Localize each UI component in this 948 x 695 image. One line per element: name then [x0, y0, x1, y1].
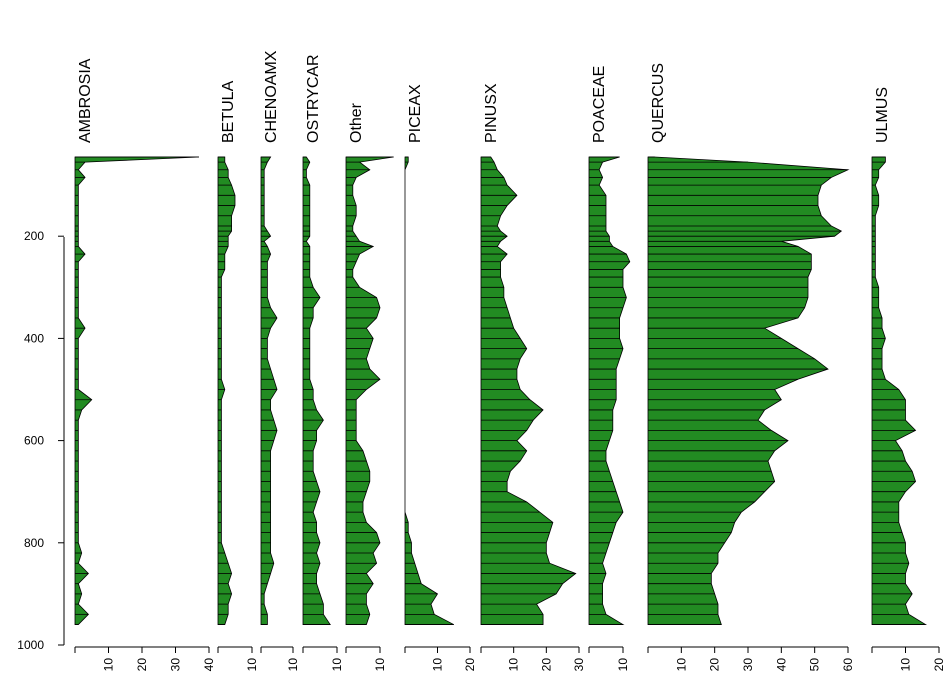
taxon-area	[302, 156, 331, 625]
panel-other: Other 10	[345, 102, 394, 672]
depth-tick-label: 200	[24, 229, 44, 243]
panel-ulmus: ULMUS 10 20	[871, 87, 946, 672]
x-tick-label: 20	[708, 658, 722, 672]
x-tick-label: 10	[330, 658, 344, 672]
x-tick-label: 10	[102, 658, 116, 672]
depth-axis: 200 400 600 800 1000	[17, 229, 65, 652]
depth-tick-label: 800	[24, 536, 44, 550]
panel-pinusx: PINUSX 10 20 30	[480, 83, 586, 672]
x-tick-label: 50	[808, 658, 822, 672]
x-tick-label: 30	[741, 658, 755, 672]
x-tick-label: 40	[774, 658, 788, 672]
depth-tick-label: 1000	[17, 638, 44, 652]
taxon-area	[345, 156, 394, 625]
taxon-area	[588, 156, 631, 625]
x-tick-label: 20	[539, 658, 553, 672]
x-tick-label: 30	[169, 658, 183, 672]
x-tick-label: 10	[507, 658, 521, 672]
taxon-area	[74, 156, 199, 625]
x-tick-label: 10	[245, 658, 259, 672]
taxon-area	[647, 156, 850, 625]
x-tick-label: 10	[373, 658, 387, 672]
panel-ostrycar: OSTRYCAR 10	[302, 54, 344, 672]
x-tick-label: 10	[899, 658, 913, 672]
x-tick-label: 10	[674, 658, 688, 672]
x-tick-label: 20	[463, 658, 477, 672]
taxon-title: AMBROSIA	[77, 58, 94, 143]
panel-betula: BETULA 10	[217, 80, 259, 672]
depth-tick-label: 600	[24, 434, 44, 448]
taxon-title: Other	[348, 102, 365, 143]
x-tick-label: 10	[616, 658, 630, 672]
taxon-area	[404, 156, 454, 625]
taxon-area	[871, 156, 928, 625]
panel-chenoamx: CHENOAMX 10	[260, 50, 300, 672]
taxon-area	[480, 156, 577, 625]
taxon-title: CHENOAMX	[263, 50, 280, 143]
x-tick-label: 60	[841, 658, 855, 672]
panel-piceax: PICEAX 10 20	[404, 84, 477, 672]
taxon-title: OSTRYCAR	[305, 54, 322, 143]
taxon-title: PICEAX	[407, 84, 424, 143]
taxon-title: POACEAE	[591, 66, 608, 143]
taxon-area	[260, 156, 278, 625]
taxon-area	[217, 156, 236, 625]
x-tick-label: 10	[431, 658, 445, 672]
x-tick-label: 10	[286, 658, 300, 672]
x-tick-label: 20	[932, 658, 946, 672]
panel-poaceae: POACEAE 10	[588, 66, 631, 672]
taxon-title: QUERCUS	[650, 63, 667, 143]
panel-ambrosia: AMBROSIA 10 20 30 40	[74, 58, 216, 672]
taxon-title: BETULA	[220, 80, 237, 143]
depth-tick-label: 400	[24, 331, 44, 345]
panel-quercus: QUERCUS 10 20 30 40 50 60	[647, 63, 855, 672]
taxon-title: ULMUS	[874, 87, 891, 143]
x-tick-label: 40	[202, 658, 216, 672]
x-tick-label: 20	[135, 658, 149, 672]
taxon-title: PINUSX	[483, 83, 500, 143]
x-tick-label: 30	[572, 658, 586, 672]
